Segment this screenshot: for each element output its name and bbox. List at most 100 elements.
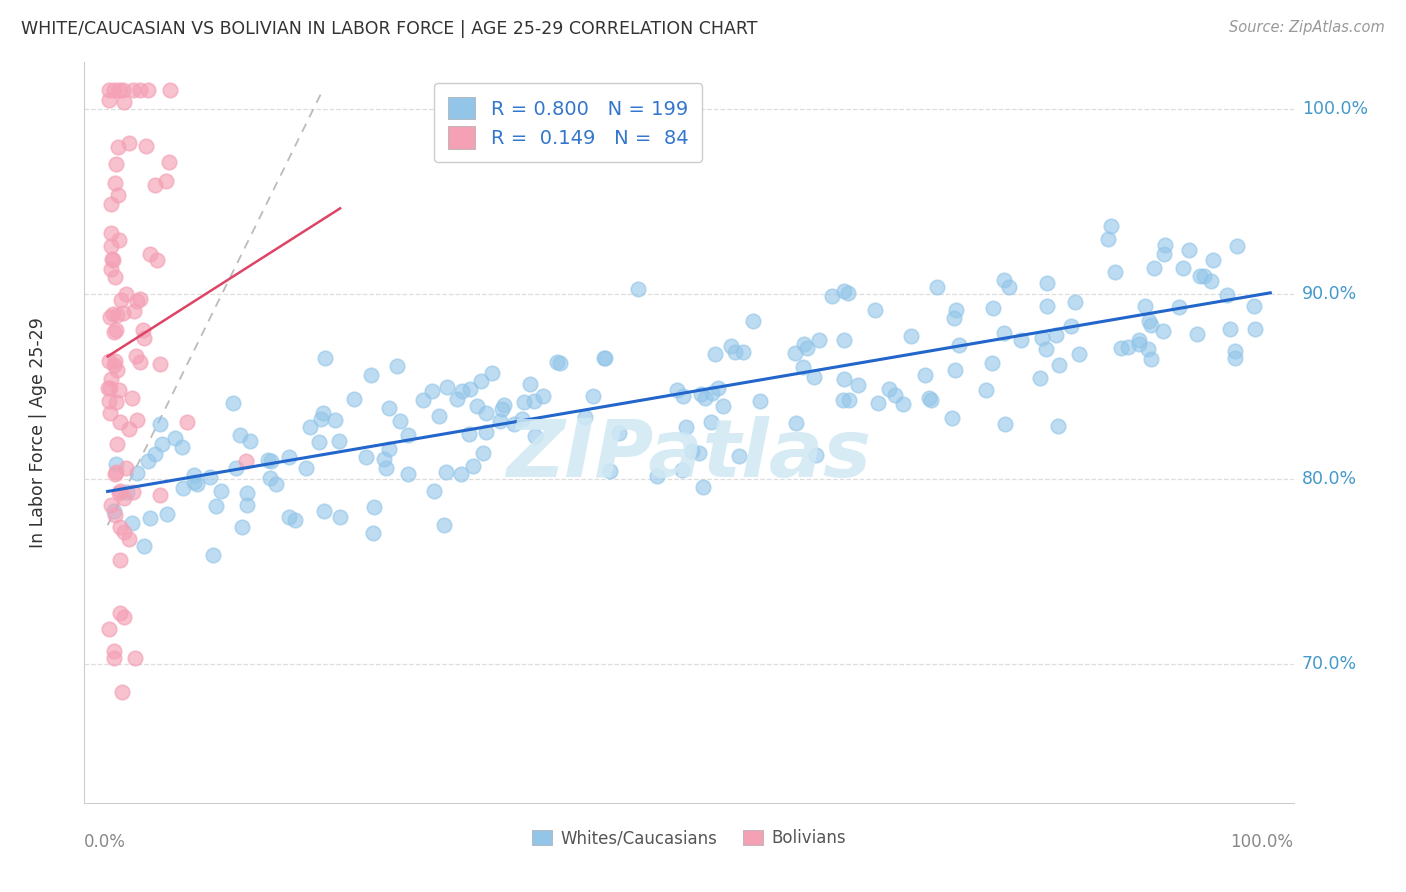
Point xyxy=(1128,333,1150,347)
Point xyxy=(1045,328,1067,343)
Point xyxy=(112,305,135,319)
Point xyxy=(458,427,481,442)
Point xyxy=(1036,300,1059,314)
Point xyxy=(143,446,166,460)
Point xyxy=(846,377,869,392)
Point xyxy=(713,400,735,414)
Point xyxy=(1036,276,1059,290)
Point xyxy=(1136,343,1159,357)
Point xyxy=(103,504,125,518)
Point xyxy=(920,393,942,408)
Point xyxy=(1168,300,1191,314)
Point xyxy=(104,157,127,171)
Point xyxy=(433,518,456,533)
Text: 70.0%: 70.0% xyxy=(1302,655,1357,673)
Point xyxy=(125,349,148,363)
Text: Source: ZipAtlas.com: Source: ZipAtlas.com xyxy=(1229,20,1385,35)
Text: 80.0%: 80.0% xyxy=(1302,470,1357,488)
Point xyxy=(104,353,127,368)
Point xyxy=(665,383,688,397)
Point xyxy=(183,475,205,489)
Point xyxy=(103,644,125,658)
Point xyxy=(112,525,135,540)
Point xyxy=(135,138,157,153)
Point xyxy=(231,520,253,534)
Point xyxy=(159,83,181,97)
Point xyxy=(1060,319,1083,334)
Point xyxy=(150,436,173,450)
Point xyxy=(200,469,222,483)
Point xyxy=(98,381,121,395)
Point xyxy=(115,286,138,301)
Point xyxy=(104,394,127,409)
Point xyxy=(891,397,914,411)
Point xyxy=(118,532,141,546)
Point xyxy=(97,622,120,636)
Point xyxy=(284,513,307,527)
Point xyxy=(792,360,814,375)
Point xyxy=(105,309,128,323)
Point xyxy=(1035,342,1057,356)
Point xyxy=(110,293,132,307)
Point xyxy=(235,454,257,468)
Point xyxy=(627,282,650,296)
Point xyxy=(838,392,860,407)
Point xyxy=(115,461,138,475)
Point xyxy=(472,446,495,460)
Point xyxy=(101,307,124,321)
Point xyxy=(205,500,228,514)
Point xyxy=(107,139,129,153)
Point xyxy=(1143,260,1166,275)
Point xyxy=(427,409,450,424)
Point xyxy=(225,461,247,475)
Point xyxy=(599,464,621,478)
Point xyxy=(450,384,472,399)
Point xyxy=(609,425,631,440)
Point xyxy=(821,289,844,303)
Point xyxy=(1185,327,1208,342)
Point xyxy=(112,610,135,624)
Point xyxy=(155,174,177,188)
Legend: R = 0.800   N = 199, R =  0.149   N =  84: R = 0.800 N = 199, R = 0.149 N = 84 xyxy=(434,83,702,162)
Point xyxy=(398,428,420,442)
Point xyxy=(943,311,966,326)
Point xyxy=(308,434,330,449)
Point xyxy=(108,483,131,498)
Point xyxy=(108,83,131,97)
Point xyxy=(866,396,889,410)
Point xyxy=(690,387,713,401)
Point xyxy=(1010,334,1032,348)
Text: 100.0%: 100.0% xyxy=(1230,833,1294,851)
Point xyxy=(136,454,159,468)
Point xyxy=(149,488,172,502)
Point xyxy=(475,425,498,439)
Point xyxy=(122,83,145,97)
Point xyxy=(186,477,208,491)
Point xyxy=(420,384,443,399)
Point xyxy=(688,445,710,459)
Point xyxy=(104,467,127,481)
Point xyxy=(360,368,382,382)
Point xyxy=(115,484,138,499)
Point xyxy=(124,651,146,665)
Point xyxy=(259,471,281,485)
Point xyxy=(1171,260,1194,275)
Point xyxy=(446,392,468,407)
Point xyxy=(125,413,148,427)
Point xyxy=(948,338,970,352)
Point xyxy=(132,323,155,337)
Point xyxy=(311,406,333,420)
Point xyxy=(100,239,122,253)
Point xyxy=(104,176,127,190)
Point xyxy=(1064,295,1087,310)
Point xyxy=(702,385,724,400)
Point xyxy=(700,415,723,429)
Point xyxy=(519,376,541,391)
Point xyxy=(1219,322,1241,336)
Point xyxy=(1139,318,1161,332)
Point xyxy=(278,450,301,465)
Point xyxy=(378,401,401,416)
Point xyxy=(720,339,742,353)
Point xyxy=(1109,341,1132,355)
Point xyxy=(925,279,948,293)
